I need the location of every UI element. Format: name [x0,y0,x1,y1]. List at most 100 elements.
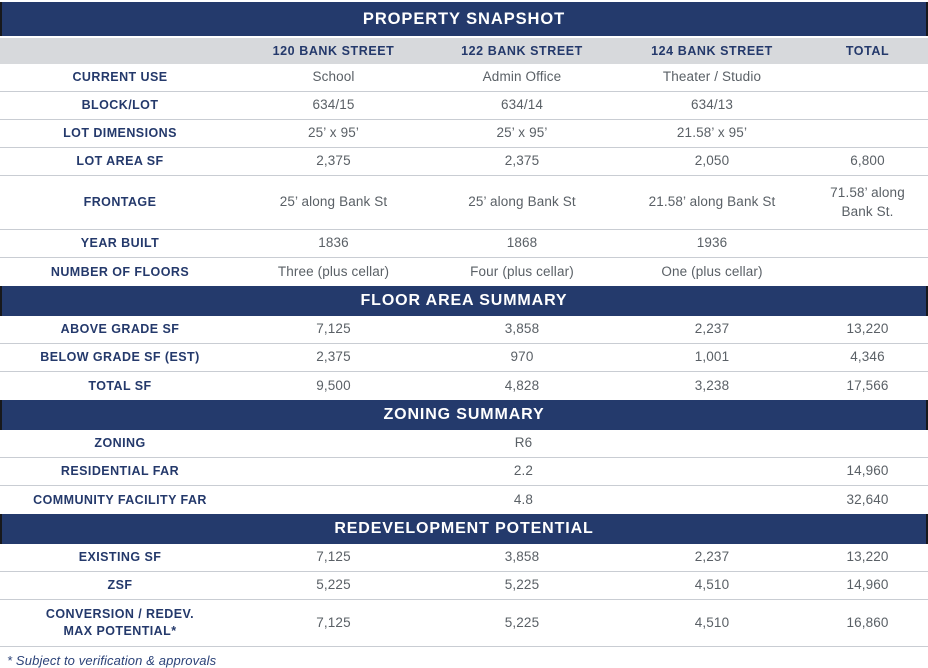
section-title-redevelopment-potential: REDEVELOPMENT POTENTIAL [0,514,928,544]
value-cell: 2,375 [504,153,540,169]
row-label: TOTAL SF [88,378,152,393]
row-label: CONVERSION / REDEV. MAX POTENTIAL* [0,606,240,640]
total-cell: 16,860 [846,614,889,630]
value-cell: 1836 [318,235,349,251]
section-title-text: REDEVELOPMENT POTENTIAL [334,520,594,537]
row-label: LOT DIMENSIONS [63,126,177,141]
row-label: NUMBER OF FLOORS [50,264,190,279]
row-label: ZSF [107,578,133,593]
total-cell: 17,566 [846,377,889,393]
value-cell: 970 [510,349,534,365]
table-row-frontage: FRONTAGE 25’ along Bank St 25’ along Ban… [0,176,928,230]
table-row-residential-far: RESIDENTIAL FAR 2.2 14,960 [0,458,928,486]
total-cell: 32,640 [846,491,889,507]
section-title-floor-area-summary: FLOOR AREA SUMMARY [0,286,928,316]
value-cell: 7,125 [316,614,351,630]
table-row-above-grade-sf: ABOVE GRADE SF 7,125 3,858 2,237 13,220 [0,316,928,344]
column-header-124-bank-street: 124 BANK STREET [651,44,773,58]
value-cell: 21.58’ x 95’ [676,125,748,141]
row-label: YEAR BUILT [80,236,160,251]
value-cell: 634/13 [690,97,734,113]
redevelopment-rows: EXISTING SF 7,125 3,858 2,237 13,220 ZSF… [0,544,928,646]
total-cell: 6,800 [850,153,885,169]
row-label: ZONING [94,436,146,451]
value-cell: 1,001 [694,349,730,365]
section-title-text: ZONING SUMMARY [383,406,545,423]
value-cell: 25’ along Bank St [279,194,388,210]
value-cell: 21.58’ along Bank St [648,194,776,210]
value-cell: Admin Office [482,69,562,85]
value-cell: 5,225 [504,614,540,630]
column-header-120-bank-street: 120 BANK STREET [272,44,395,58]
section-title-text: FLOOR AREA SUMMARY [360,292,568,309]
table-row-lot-area-sf: LOT AREA SF 2,375 2,375 2,050 6,800 [0,148,928,176]
value-cell: 3,858 [504,549,540,565]
table-row-community-facility-far: COMMUNITY FACILITY FAR 4.8 32,640 [0,486,928,514]
table-row-existing-sf: EXISTING SF 7,125 3,858 2,237 13,220 [0,544,928,572]
total-cell: 14,960 [846,577,889,593]
total-cell: 13,220 [846,549,889,565]
value-cell: 5,225 [316,577,351,593]
footnote: * Subject to verification & approvals [0,646,928,668]
value-cell: School [312,69,355,85]
value-cell: 25’ along Bank St [468,194,576,210]
table-row-block-lot: BLOCK/LOT 634/15 634/14 634/13 [0,92,928,120]
column-header-total: TOTAL [845,44,890,58]
value-cell: Theater / Studio [662,69,762,85]
value-cell: 634/15 [312,97,355,113]
row-label: BLOCK/LOT [81,98,159,113]
property-snapshot-rows: CURRENT USE School Admin Office Theater … [0,64,928,286]
table-row-current-use: CURRENT USE School Admin Office Theater … [0,64,928,92]
row-label: BELOW GRADE SF (EST) [40,350,200,365]
table-row-lot-dimensions: LOT DIMENSIONS 25’ x 95’ 25’ x 95’ 21.58… [0,120,928,148]
value-cell-merged: R6 [514,435,533,451]
total-cell: 71.58’ along Bank St. [830,185,905,219]
value-cell: 1936 [696,235,728,251]
table-row-zoning: ZONING R6 [0,430,928,458]
row-label: LOT AREA SF [76,154,164,169]
value-cell: 2,375 [316,349,351,365]
value-cell: One (plus cellar) [661,263,763,279]
row-label-text: CONVERSION / REDEV. MAX POTENTIAL* [45,607,195,638]
value-cell: Four (plus cellar) [470,263,574,279]
table-row-zsf: ZSF 5,225 5,225 4,510 14,960 [0,572,928,600]
row-label: COMMUNITY FACILITY FAR [33,492,207,507]
value-cell: 4,510 [694,614,730,630]
section-title-text: PROPERTY SNAPSHOT [362,9,566,28]
row-label: FRONTAGE [83,195,157,210]
value-cell: 2,050 [694,153,730,169]
table-row-year-built: YEAR BUILT 1836 1868 1936 [0,230,928,258]
value-cell: 4,828 [504,377,540,393]
value-cell: 1868 [506,235,538,251]
table-row-conversion-redev-max-potential: CONVERSION / REDEV. MAX POTENTIAL* 7,125… [0,600,928,646]
value-cell-merged: 4.8 [513,491,534,507]
section-title-property-snapshot: PROPERTY SNAPSHOT [0,2,928,36]
floor-area-rows: ABOVE GRADE SF 7,125 3,858 2,237 13,220 … [0,316,928,400]
value-cell: 2,237 [694,549,730,565]
value-cell: Three (plus cellar) [277,263,390,279]
total-cell: 13,220 [846,321,889,337]
row-label: RESIDENTIAL FAR [60,464,180,479]
value-cell-merged: 2.2 [513,463,534,479]
total-cell: 14,960 [846,463,889,479]
value-cell: 5,225 [504,577,540,593]
value-cell: 9,500 [316,377,351,393]
column-header-row: 120 BANK STREET 122 BANK STREET 124 BANK… [0,38,928,64]
value-cell: 7,125 [316,321,351,337]
value-cell: 2,237 [694,321,730,337]
value-cell: 3,238 [694,377,730,393]
value-cell: 25’ x 95’ [308,125,359,141]
table-row-below-grade-sf: BELOW GRADE SF (EST) 2,375 970 1,001 4,3… [0,344,928,372]
row-label: CURRENT USE [72,70,168,85]
column-header-122-bank-street: 122 BANK STREET [461,44,583,58]
value-cell: 4,510 [694,577,730,593]
value-cell: 2,375 [316,153,351,169]
table-row-total-sf: TOTAL SF 9,500 4,828 3,238 17,566 [0,372,928,400]
table-row-number-of-floors: NUMBER OF FLOORS Three (plus cellar) Fou… [0,258,928,286]
value-cell: 634/14 [500,97,544,113]
value-cell: 3,858 [504,321,540,337]
value-cell: 7,125 [316,549,351,565]
total-cell: 4,346 [850,349,885,365]
row-label: EXISTING SF [78,550,162,565]
